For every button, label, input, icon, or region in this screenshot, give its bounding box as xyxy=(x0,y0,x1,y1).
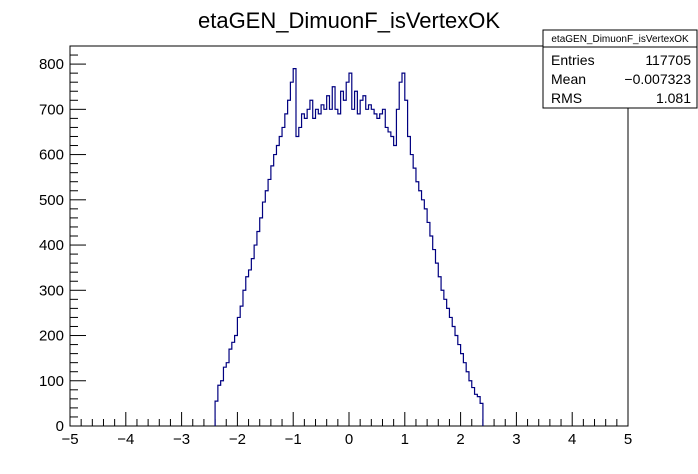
stats-label: RMS xyxy=(551,90,582,106)
stats-label: Entries xyxy=(551,52,595,68)
y-tick-label: 500 xyxy=(39,192,64,209)
x-tick-label: 1 xyxy=(401,431,409,448)
x-tick-label: −3 xyxy=(173,431,190,448)
y-tick-label: 0 xyxy=(56,418,64,435)
chart-title: etaGEN_DimuonF_isVertexOK xyxy=(198,8,500,33)
x-tick-label: 5 xyxy=(624,431,632,448)
y-tick-label: 800 xyxy=(39,56,64,73)
x-tick-label: 2 xyxy=(456,431,464,448)
y-tick-label: 600 xyxy=(39,147,64,164)
y-tick-label: 400 xyxy=(39,237,64,254)
x-tick-label: 3 xyxy=(512,431,520,448)
y-tick-label: 100 xyxy=(39,373,64,390)
stats-label: Mean xyxy=(551,71,586,87)
stats-value: 1.081 xyxy=(656,90,691,106)
x-tick-label: 0 xyxy=(345,431,353,448)
x-tick-label: −1 xyxy=(285,431,302,448)
y-tick-label: 700 xyxy=(39,101,64,118)
stats-value: 117705 xyxy=(645,52,691,68)
y-tick-label: 300 xyxy=(39,282,64,299)
histogram-line xyxy=(214,68,484,426)
stats-frame xyxy=(542,29,698,109)
y-tick-label: 200 xyxy=(39,328,64,345)
x-tick-label: −5 xyxy=(61,431,78,448)
stats-title: etaGEN_DimuonF_isVertexOK xyxy=(551,34,689,45)
axes: −5 −4 −3 −2 −1 0 1 2 3 4 5 0 100 200 300 400 500 600 700 80… xyxy=(39,45,632,448)
x-tick-label: −2 xyxy=(229,431,246,448)
x-tick-label: 4 xyxy=(568,431,576,448)
stats-value: −0.007323 xyxy=(624,71,691,87)
stats-box: etaGEN_DimuonF_isVertexOK Entries 117705 Me… xyxy=(542,29,698,109)
x-tick-label: −4 xyxy=(117,431,134,448)
